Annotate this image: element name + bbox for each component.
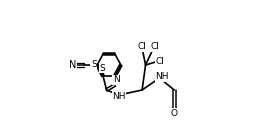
- Text: Cl: Cl: [150, 42, 159, 51]
- Text: N: N: [69, 60, 76, 70]
- Text: S: S: [99, 64, 105, 73]
- Text: O: O: [171, 109, 178, 118]
- Text: Cl: Cl: [155, 57, 164, 67]
- Text: Cl: Cl: [138, 42, 147, 51]
- Text: NH: NH: [112, 92, 126, 101]
- Text: NH: NH: [155, 72, 169, 81]
- Text: S: S: [91, 60, 97, 69]
- Text: N: N: [113, 75, 120, 84]
